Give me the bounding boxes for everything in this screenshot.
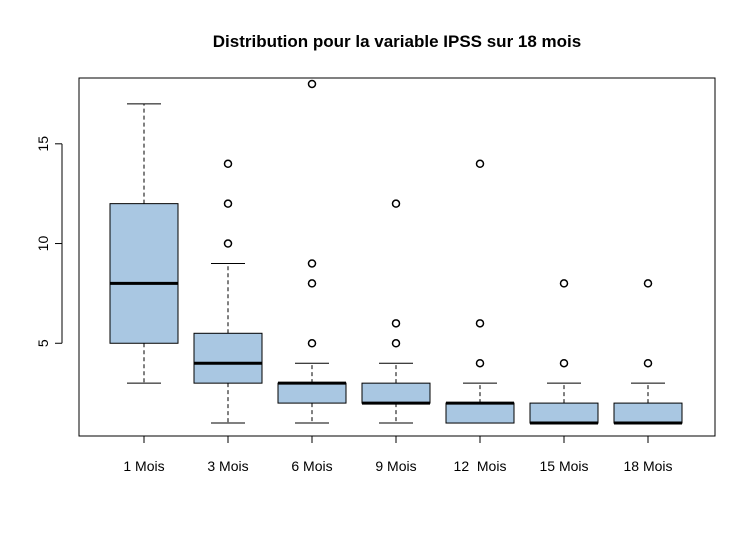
x-tick-label: 15 Mois xyxy=(539,458,588,474)
outlier-point xyxy=(643,358,653,368)
x-tick-label: 3 Mois xyxy=(207,458,248,474)
x-tick-label: 1 Mois xyxy=(123,458,164,474)
outlier-point xyxy=(559,279,569,288)
x-tick-label: 18 Mois xyxy=(623,458,672,474)
outlier-point xyxy=(223,239,233,248)
outlier-point xyxy=(391,319,401,328)
box xyxy=(445,402,515,424)
outlier-point xyxy=(475,358,485,368)
outlier-point xyxy=(391,199,401,208)
outlier-point xyxy=(223,159,233,169)
outlier-point xyxy=(307,259,317,268)
box xyxy=(613,402,683,424)
x-tick-label: 9 Mois xyxy=(375,458,416,474)
y-tick-label: 5 xyxy=(35,339,51,347)
outlier-point xyxy=(307,279,317,288)
y-tick-label: 15 xyxy=(35,136,51,152)
chart-title: Distribution pour la variable IPSS sur 1… xyxy=(213,32,581,51)
box xyxy=(529,402,599,424)
outlier-point xyxy=(391,339,401,348)
box xyxy=(109,203,179,344)
x-tick-label: 12 Mois xyxy=(454,458,507,474)
x-tick-label: 6 Mois xyxy=(291,458,332,474)
box xyxy=(193,332,263,384)
outlier-point xyxy=(307,339,317,348)
outlier-point xyxy=(475,319,485,328)
outlier-point xyxy=(475,159,485,169)
box xyxy=(277,382,347,404)
box xyxy=(361,382,431,404)
outlier-point xyxy=(307,79,317,89)
outlier-point xyxy=(559,358,569,368)
outlier-point xyxy=(643,279,653,288)
y-tick-label: 10 xyxy=(35,236,51,252)
outlier-point xyxy=(223,199,233,208)
